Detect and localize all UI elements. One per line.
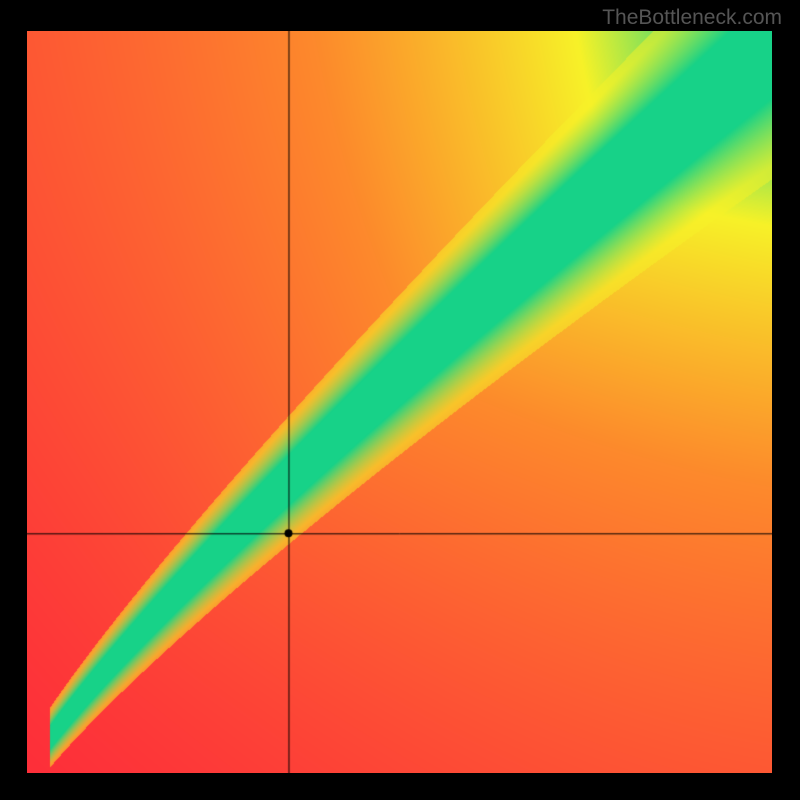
bottleneck-heatmap <box>27 31 772 773</box>
watermark-text: TheBottleneck.com <box>602 6 782 30</box>
